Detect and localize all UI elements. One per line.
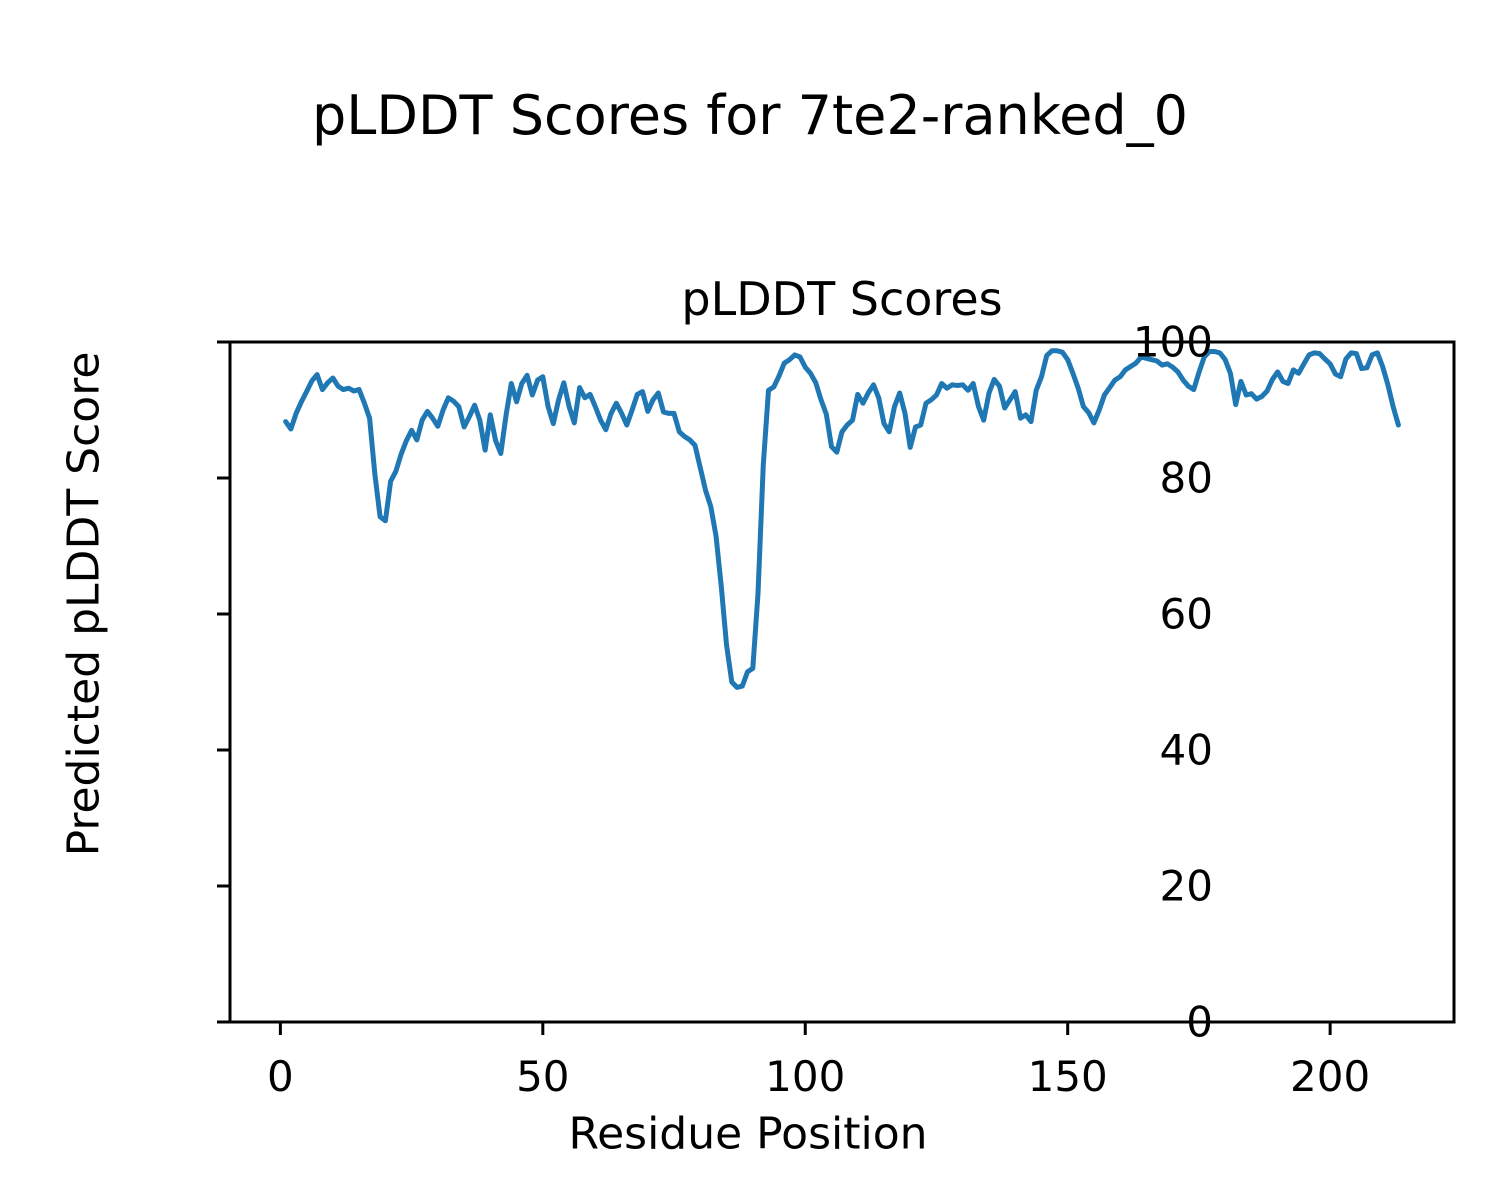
x-tick-label: 0 — [267, 1052, 294, 1101]
axes-title: pLDDT Scores — [681, 272, 1003, 326]
x-tick-label: 150 — [1027, 1052, 1108, 1101]
y-axis-label: Predicted pLDDT Score — [58, 351, 110, 857]
axes-frame — [228, 340, 1456, 1024]
x-axis-label: Residue Position — [568, 1108, 928, 1160]
y-tick-label: 60 — [1159, 589, 1213, 639]
tick-marks — [217, 340, 1332, 1035]
y-tick-label: 20 — [1159, 861, 1213, 911]
x-tick-label: 100 — [765, 1052, 846, 1101]
plddt-line-series — [283, 348, 1401, 690]
x-tick-label: 50 — [516, 1052, 570, 1101]
x-tick-label: 200 — [1290, 1052, 1371, 1101]
y-tick-label: 40 — [1159, 725, 1213, 775]
y-tick-label: 80 — [1159, 453, 1213, 503]
y-tick-label: 0 — [1186, 997, 1213, 1047]
y-tick-label: 100 — [1132, 317, 1213, 367]
figure-suptitle: pLDDT Scores for 7te2-ranked_0 — [312, 84, 1188, 147]
